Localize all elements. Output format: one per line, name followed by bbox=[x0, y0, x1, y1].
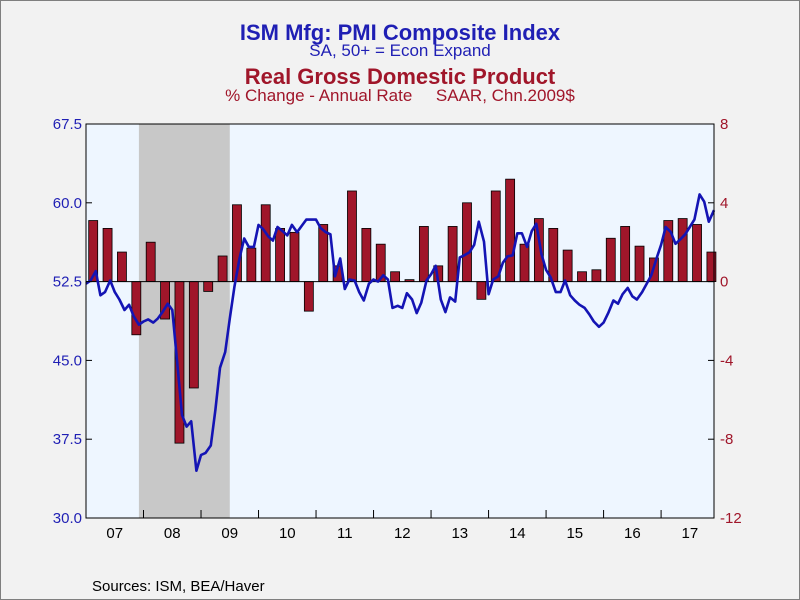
gdp-bar bbox=[145, 241, 156, 282]
source-note: Sources: ISM, BEA/Haver bbox=[92, 578, 265, 595]
right-tick-label: 0 bbox=[720, 274, 728, 291]
x-tick-label: 14 bbox=[509, 525, 526, 542]
right-tick-label: -8 bbox=[720, 431, 733, 448]
gdp-bar bbox=[131, 281, 142, 336]
gdp-bar bbox=[620, 226, 631, 283]
gdp-bar bbox=[246, 247, 257, 283]
gdp-bar bbox=[692, 224, 702, 283]
gdp-bar bbox=[447, 226, 458, 283]
gdp-bar bbox=[634, 245, 645, 282]
gdp-bar bbox=[519, 243, 530, 282]
gdp-bar bbox=[390, 271, 401, 283]
gdp-bar bbox=[562, 249, 573, 283]
gdp-bar bbox=[361, 228, 372, 283]
x-axis: 07 08 09 10 11 12 13 14 15 16 17 bbox=[106, 510, 698, 542]
gdp-bar bbox=[303, 281, 314, 312]
gdp-bar bbox=[203, 281, 214, 292]
gdp-bar bbox=[188, 281, 199, 389]
right-tick-label: 8 bbox=[720, 116, 728, 133]
chart-title-secondary: Real Gross Domestic Product bbox=[244, 64, 556, 89]
gdp-bar bbox=[217, 255, 228, 283]
right-tick-label: -12 bbox=[720, 510, 742, 527]
gdp-bar bbox=[605, 237, 616, 282]
x-tick-label: 08 bbox=[164, 525, 181, 542]
chart-title: ISM Mfg: PMI Composite Index bbox=[239, 20, 561, 45]
x-tick-label: 17 bbox=[682, 525, 699, 542]
x-tick-label: 10 bbox=[279, 525, 296, 542]
x-tick-label: 12 bbox=[394, 525, 411, 542]
right-tick-label: -4 bbox=[720, 352, 733, 369]
gdp-bar bbox=[706, 251, 717, 283]
gdp-bar bbox=[548, 228, 559, 283]
left-tick-label: 45.0 bbox=[53, 352, 82, 369]
chart-subtitle-secondary: % Change - Annual Rate SAAR, Chn.2009$ bbox=[225, 86, 575, 105]
x-tick-label: 09 bbox=[221, 525, 238, 542]
left-tick-label: 30.0 bbox=[53, 510, 82, 527]
pmi-line bbox=[85, 193, 716, 472]
chart-subtitle: SA, 50+ = Econ Expand bbox=[309, 41, 491, 60]
gdp-bar bbox=[462, 202, 472, 283]
right-axis: 8 4 0 -4 -8 -12 bbox=[708, 116, 742, 527]
x-tick-label: 07 bbox=[106, 525, 123, 542]
gdp-bar bbox=[577, 271, 587, 283]
gdp-bar bbox=[289, 231, 300, 283]
x-tick-label: 11 bbox=[337, 525, 353, 542]
gdp-bar bbox=[677, 218, 688, 282]
gdp-bar bbox=[476, 281, 487, 300]
gdp-bars bbox=[88, 178, 717, 444]
gdp-bar bbox=[418, 226, 429, 283]
gdp-bar bbox=[275, 228, 285, 283]
left-tick-label: 67.5 bbox=[53, 116, 82, 133]
left-tick-label: 52.5 bbox=[53, 274, 82, 291]
gdp-bar bbox=[347, 190, 357, 282]
x-tick-label: 16 bbox=[624, 525, 641, 542]
left-axis: 67.5 60.0 52.5 45.0 37.5 30.0 bbox=[53, 116, 92, 527]
gdp-bar bbox=[260, 204, 271, 283]
gdp-bar bbox=[505, 178, 516, 283]
x-tick-label: 13 bbox=[451, 525, 468, 542]
left-tick-label: 60.0 bbox=[53, 195, 82, 212]
right-tick-label: 4 bbox=[720, 195, 728, 212]
gdp-bar bbox=[490, 190, 501, 282]
gdp-bar bbox=[591, 269, 602, 282]
x-tick-label: 15 bbox=[566, 525, 583, 542]
gdp-bar bbox=[117, 251, 127, 283]
left-tick-label: 37.5 bbox=[53, 431, 82, 448]
plot-border bbox=[85, 123, 715, 519]
gdp-bar bbox=[102, 228, 113, 283]
